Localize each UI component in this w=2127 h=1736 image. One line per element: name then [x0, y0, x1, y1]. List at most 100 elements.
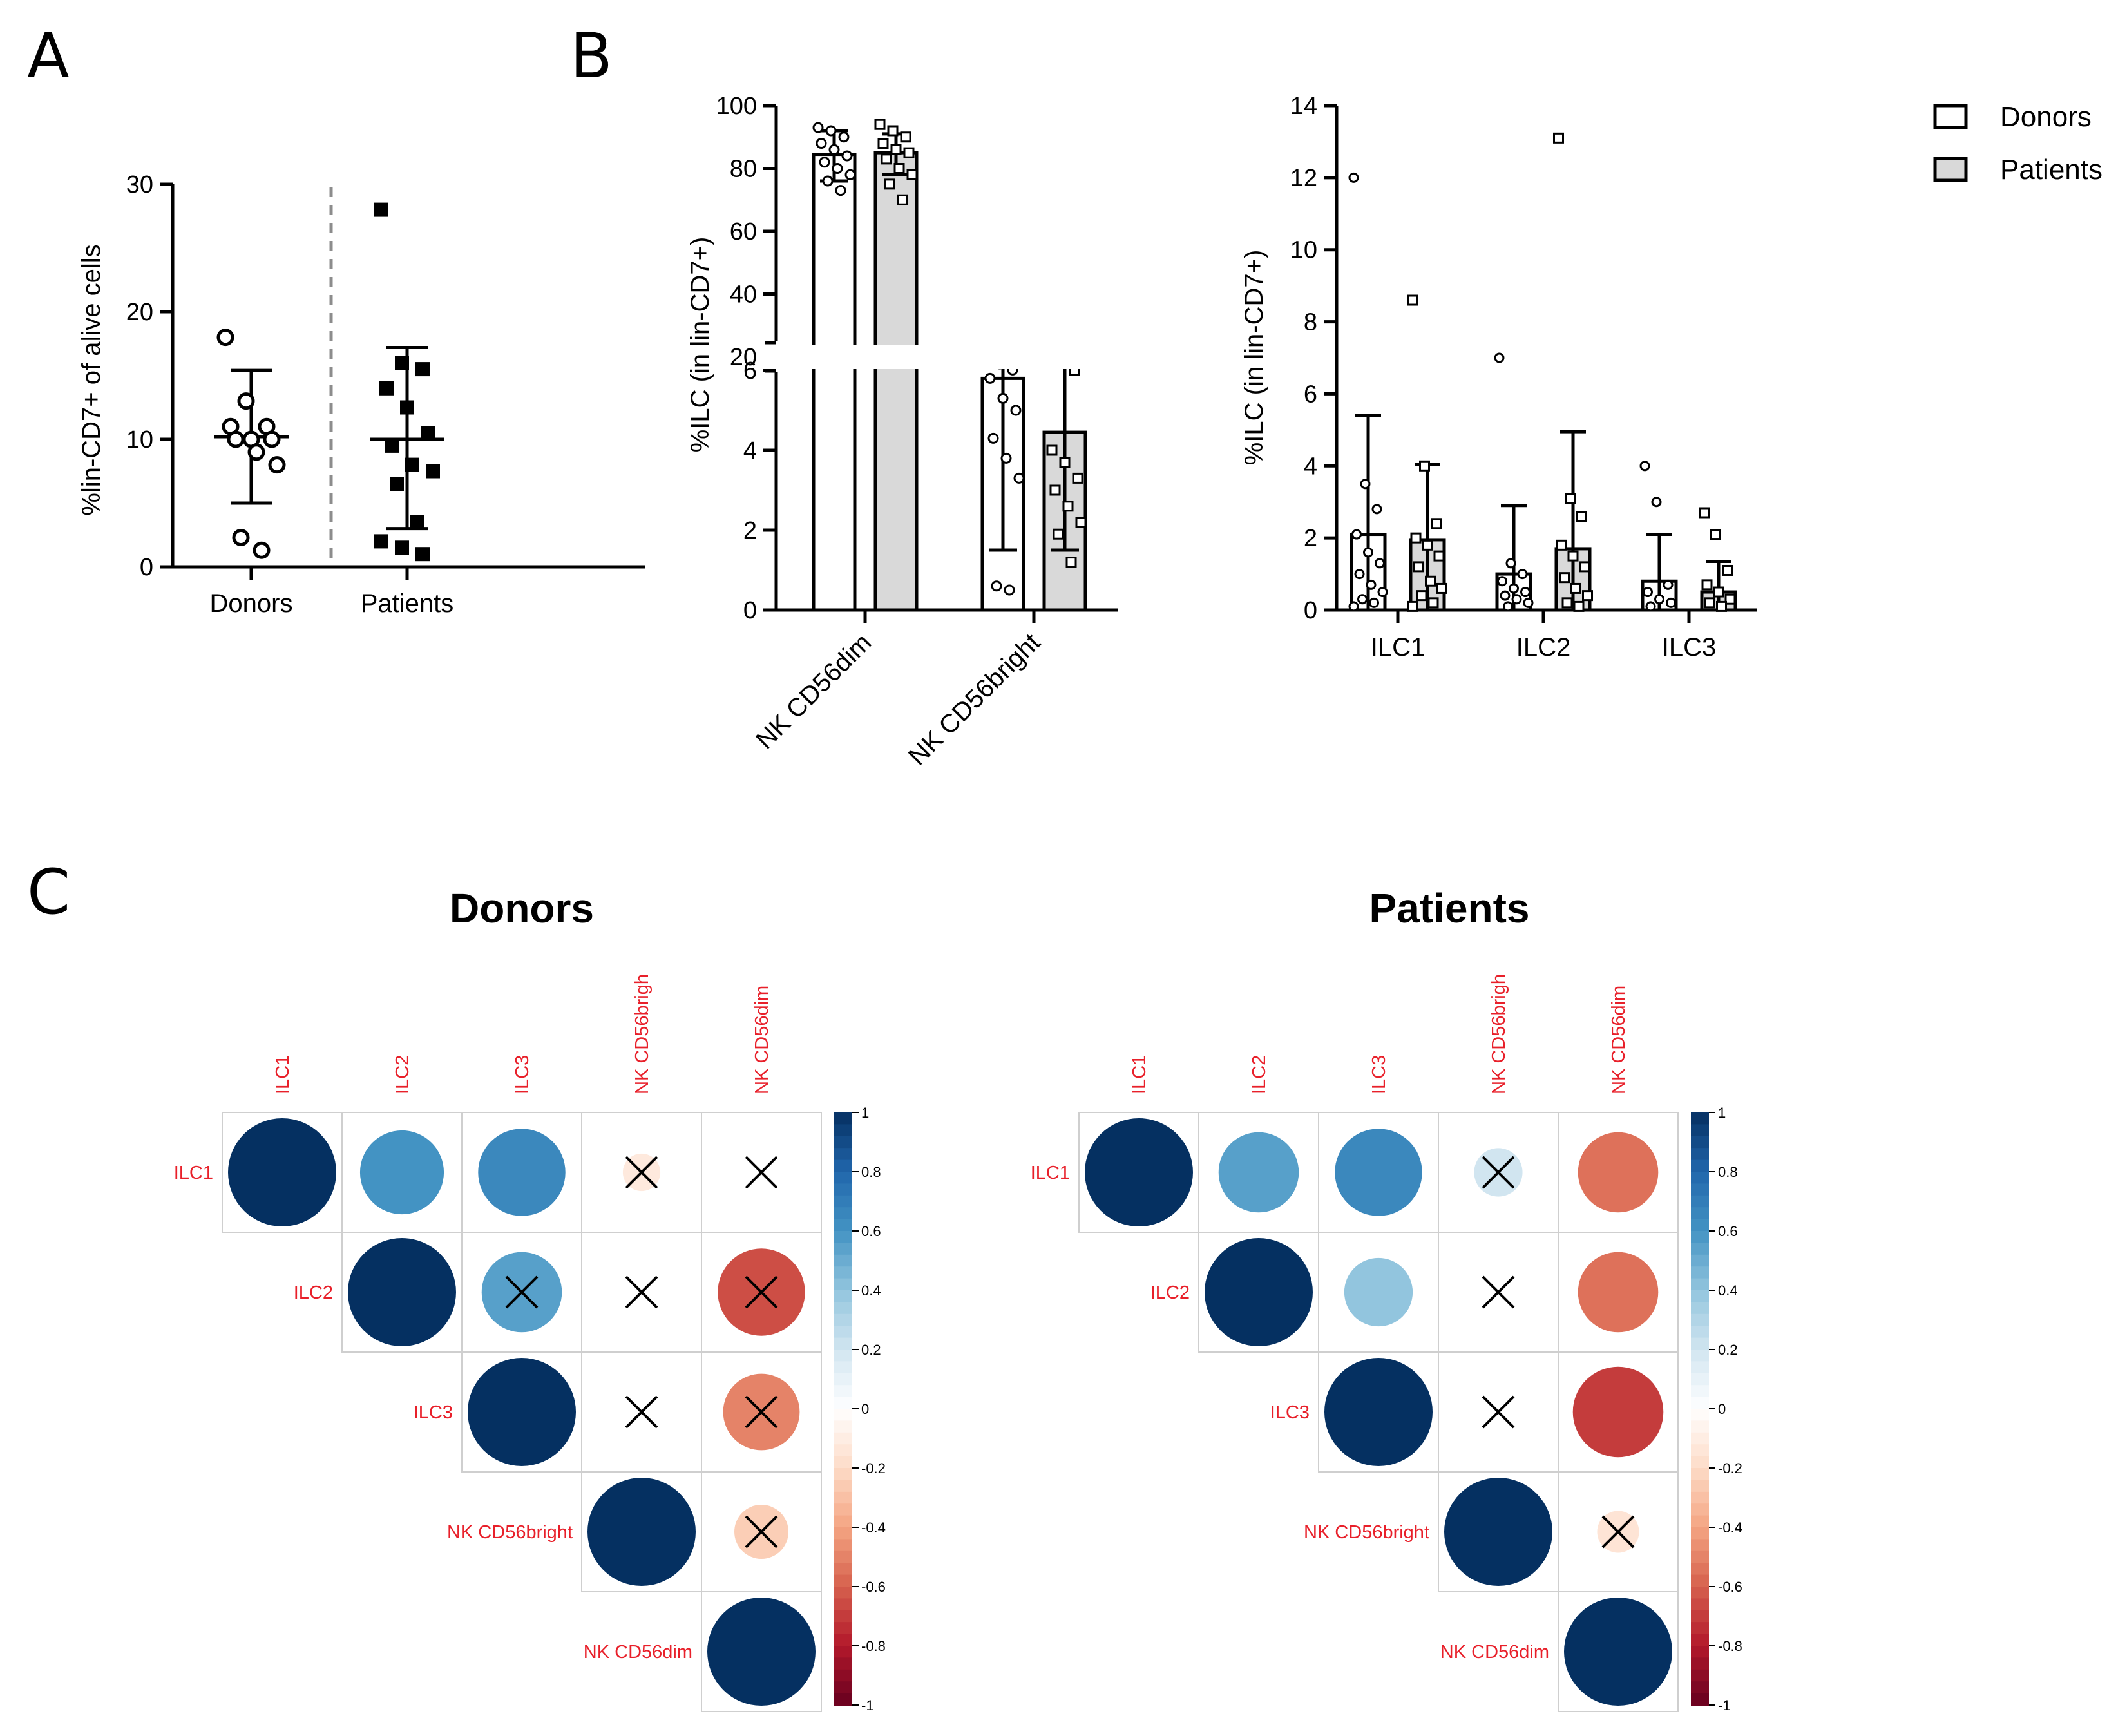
data-point-patient [1049, 484, 1061, 496]
nonsignificant-cross [1482, 1395, 1515, 1429]
corr-circle [1578, 1132, 1659, 1213]
x-tick-label: NK CD56dim [750, 628, 877, 754]
nonsignificant-cross [1601, 1515, 1635, 1549]
col-label: NK CD56brigh [1489, 974, 1509, 1094]
colorbar-segment [1691, 1313, 1709, 1327]
colorbar-segment [1691, 1112, 1709, 1125]
legend-patients-label: Patients [2000, 154, 2103, 186]
corr-circle [1564, 1598, 1672, 1706]
matrix-cell [1438, 1112, 1559, 1233]
colorbar-tick-label: -0.8 [861, 1638, 886, 1654]
data-point-patient [887, 125, 899, 137]
data-point-patient [1046, 444, 1058, 456]
colorbar-segment [834, 1634, 852, 1646]
legend-donors-swatch [1933, 104, 1968, 129]
y-axis-label: %ILC (in lin-CD7+) [686, 237, 714, 453]
colorbar-segment [834, 1183, 852, 1196]
col-label: ILC1 [272, 1055, 293, 1094]
data-point-patient [1716, 600, 1727, 612]
colorbar-segment [834, 1337, 852, 1350]
colorbar-segment [1691, 1195, 1709, 1208]
colorbar-segment [1691, 1385, 1709, 1398]
colorbar-segment [834, 1326, 852, 1339]
y-tick-label: 2 [1304, 525, 1317, 552]
colorbar-segment [1691, 1456, 1709, 1469]
colorbar-segment [1691, 1503, 1709, 1516]
y-tick-label: 6 [1304, 381, 1317, 408]
data-point-donor [987, 432, 999, 444]
data-point-donor [1351, 529, 1362, 540]
corr-circle [587, 1478, 696, 1586]
colorbar-tick-label: 0.4 [861, 1283, 881, 1299]
data-point-donor [1651, 497, 1662, 508]
colorbar-segment [1691, 1231, 1709, 1244]
row-label: ILC3 [1270, 1402, 1310, 1423]
row-label: NK CD56dim [584, 1642, 692, 1663]
data-point-patient [1570, 582, 1581, 594]
col-label: ILC3 [1369, 1055, 1389, 1094]
x-tick-label: ILC2 [1516, 633, 1571, 662]
panel-a-scatter: 0 10 20 30 Donors Patients %lin-CD7+ of alive … [77, 171, 645, 618]
colorbar-tick-label: 0.6 [1718, 1223, 1738, 1239]
colorbar-tick-label: -1 [861, 1697, 874, 1713]
colorbar-segment [1691, 1657, 1709, 1670]
panel-label-c: C [27, 856, 70, 928]
y-tick-label: 30 [126, 171, 153, 198]
data-point-donor [1511, 594, 1522, 605]
data-point-donor [268, 456, 286, 474]
data-point-patient [1407, 294, 1418, 306]
panel-label-b: B [570, 20, 613, 92]
data-point-donor [1369, 597, 1379, 608]
y-tick-label: 100 [716, 93, 757, 120]
bar-donors [812, 153, 857, 612]
data-point-patient [1556, 539, 1567, 551]
data-point-donor [816, 138, 827, 149]
data-point-patient [385, 438, 399, 453]
colorbar-segment [834, 1444, 852, 1457]
colorbar-segment [834, 1219, 852, 1232]
colorbar-segment [834, 1563, 852, 1576]
data-point-patient [1553, 132, 1564, 144]
colorbar-segment [834, 1432, 852, 1445]
colorbar-segment [834, 1207, 852, 1220]
colorbar-segment [834, 1243, 852, 1255]
nonsignificant-cross [505, 1275, 539, 1309]
data-point-donor [1666, 597, 1676, 608]
data-point-donor [1375, 558, 1385, 569]
data-point-patient [1579, 561, 1590, 573]
colorbar-tick-label: 0.4 [1718, 1283, 1738, 1299]
colorbar-segment [1691, 1669, 1709, 1683]
row-label: ILC1 [174, 1163, 213, 1183]
row-label: ILC3 [414, 1402, 453, 1423]
colorbar-tick-label: -0.8 [1718, 1638, 1742, 1654]
data-point-patient [1433, 550, 1445, 562]
data-point-patient [877, 138, 889, 149]
colorbar-segment [1691, 1420, 1709, 1433]
data-point-patient [1072, 472, 1083, 484]
data-point-donor [991, 580, 1002, 592]
colorbar-segment [834, 1361, 852, 1374]
corr-circle [1335, 1129, 1422, 1216]
colorbar-segment [834, 1539, 852, 1552]
colorbar-tick-label: -0.2 [861, 1460, 886, 1476]
nonsignificant-cross [625, 1395, 658, 1429]
nonsignificant-cross [625, 1156, 658, 1189]
data-point-patient [1416, 590, 1427, 602]
colorbar-segment [834, 1290, 852, 1303]
data-point-donor [1639, 461, 1650, 472]
data-point-patient [426, 464, 440, 479]
colorbar-segment [1691, 1397, 1709, 1409]
data-point-donor [1360, 479, 1371, 490]
y-tick-label: 10 [1290, 237, 1317, 264]
y-tick-label: 14 [1290, 93, 1317, 120]
data-point-patient [405, 457, 419, 472]
colorbar-segment [834, 1420, 852, 1433]
data-point-donor [997, 392, 1009, 404]
data-point-donor [227, 430, 245, 448]
data-point-patient [1053, 528, 1064, 540]
col-label: NK CD56dim [1608, 986, 1629, 1094]
panel-b-ilc-bars: 0 2 4 6 8 10 12 14 %ILC (in lin-CD7+) ILC1 ILC2 ILC… [1240, 93, 1757, 662]
corr-circle [707, 1598, 816, 1706]
data-point-patient [1422, 539, 1433, 551]
data-point-donor [841, 150, 853, 162]
